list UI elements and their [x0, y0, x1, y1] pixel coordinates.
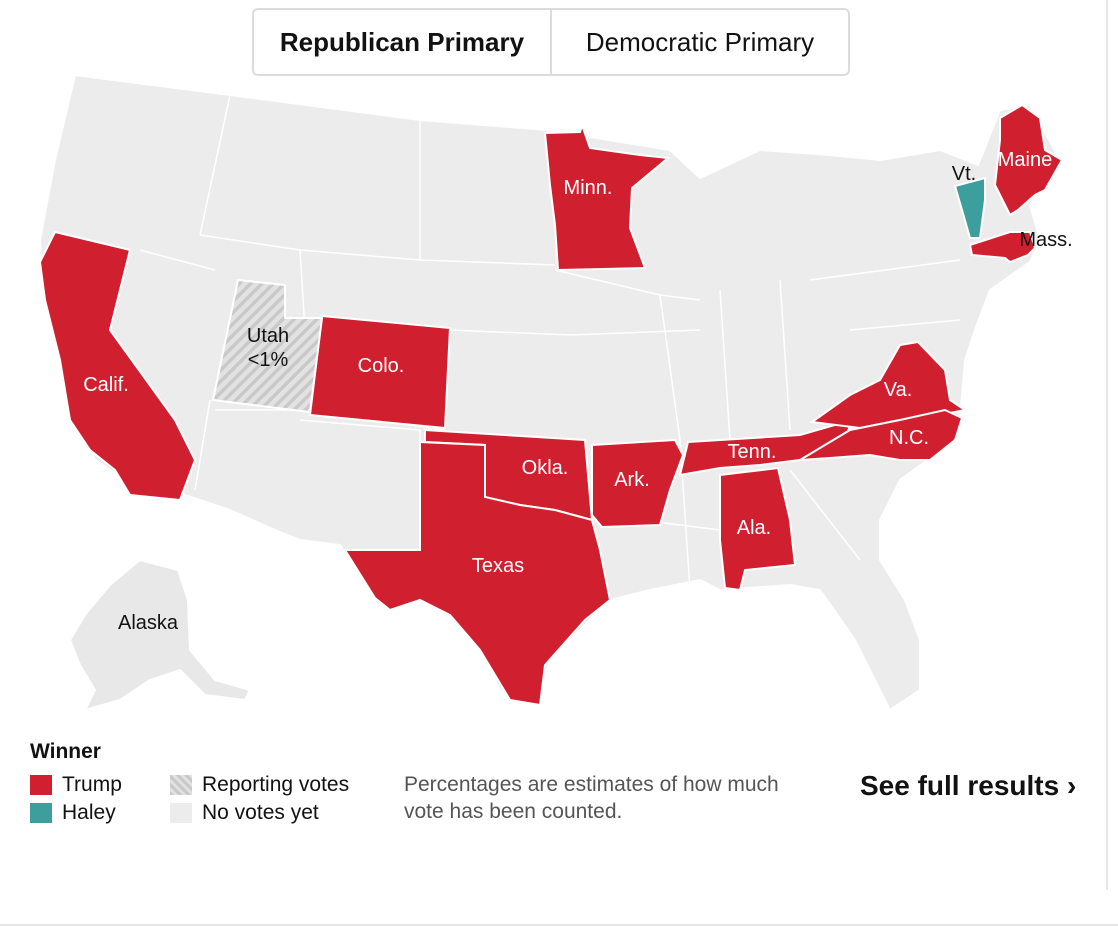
- label-alaska: Alaska: [118, 612, 179, 634]
- us-mainland-shape: [38, 73, 1062, 712]
- us-primary-map: Calif. Colo. Minn. Okla. Texas Ark. Tenn…: [38, 73, 1073, 712]
- state-alabama[interactable]: [719, 466, 797, 592]
- label-virginia: Va.: [884, 379, 913, 401]
- legend-item-reporting: Reporting votes: [170, 773, 349, 797]
- label-california: Calif.: [83, 374, 129, 396]
- see-full-results-link[interactable]: See full results ›: [860, 770, 1077, 801]
- percentages-note: Percentages are estimates of how much vo…: [404, 773, 779, 823]
- state-maine[interactable]: [993, 103, 1064, 217]
- legend-label-no-votes: No votes yet: [202, 801, 319, 824]
- legend-item-trump: Trump: [30, 773, 122, 797]
- legend: Winner: [30, 740, 101, 764]
- state-vermont[interactable]: [953, 176, 986, 239]
- bottom-divider: [0, 924, 1118, 926]
- legend-item-no-votes: No votes yet: [170, 801, 319, 825]
- state-alaska[interactable]: [68, 558, 252, 712]
- state-labels: Calif. Colo. Minn. Okla. Texas Ark. Tenn…: [83, 149, 1072, 634]
- label-tennessee: Tenn.: [728, 441, 777, 463]
- legend-label-haley: Haley: [62, 801, 116, 824]
- right-divider: [1106, 0, 1108, 890]
- legend-swatch-haley: [30, 803, 52, 823]
- label-alabama: Ala.: [737, 517, 771, 539]
- label-north-carolina: N.C.: [889, 427, 929, 449]
- state-minnesota[interactable]: [543, 121, 671, 272]
- state-north-carolina[interactable]: [799, 408, 964, 461]
- label-arkansas: Ark.: [614, 469, 650, 491]
- label-utah: Utah: [247, 325, 289, 347]
- label-massachusetts: Mass.: [1019, 229, 1072, 251]
- label-maine: Maine: [998, 149, 1052, 171]
- legend-swatch-reporting: [170, 775, 192, 795]
- label-oklahoma: Okla.: [522, 457, 569, 479]
- trump-states: [38, 103, 1064, 707]
- state-massachusetts[interactable]: [968, 231, 1037, 264]
- tab-republican-primary[interactable]: Republican Primary: [279, 26, 525, 57]
- tab-democratic-primary[interactable]: Democratic Primary: [550, 10, 848, 74]
- legend-item-haley: Haley: [30, 801, 116, 825]
- label-colorado: Colo.: [358, 355, 405, 377]
- legend-title: Winner: [30, 740, 101, 763]
- state-texas[interactable]: [343, 440, 612, 707]
- legend-label-reporting: Reporting votes: [202, 773, 350, 796]
- state-arkansas[interactable]: [591, 438, 685, 529]
- legend-label-trump: Trump: [62, 773, 122, 796]
- label-minnesota: Minn.: [564, 177, 613, 199]
- state-california[interactable]: [38, 230, 197, 502]
- state-utah[interactable]: [211, 278, 324, 414]
- legend-swatch-trump: [30, 775, 52, 795]
- legend-swatch-no-votes: [170, 803, 192, 823]
- primary-tabs: Republican Primary Democratic Primary: [252, 8, 850, 76]
- label-utah-percent: <1%: [248, 349, 289, 371]
- label-vermont: Vt.: [952, 163, 976, 185]
- label-texas: Texas: [472, 555, 524, 577]
